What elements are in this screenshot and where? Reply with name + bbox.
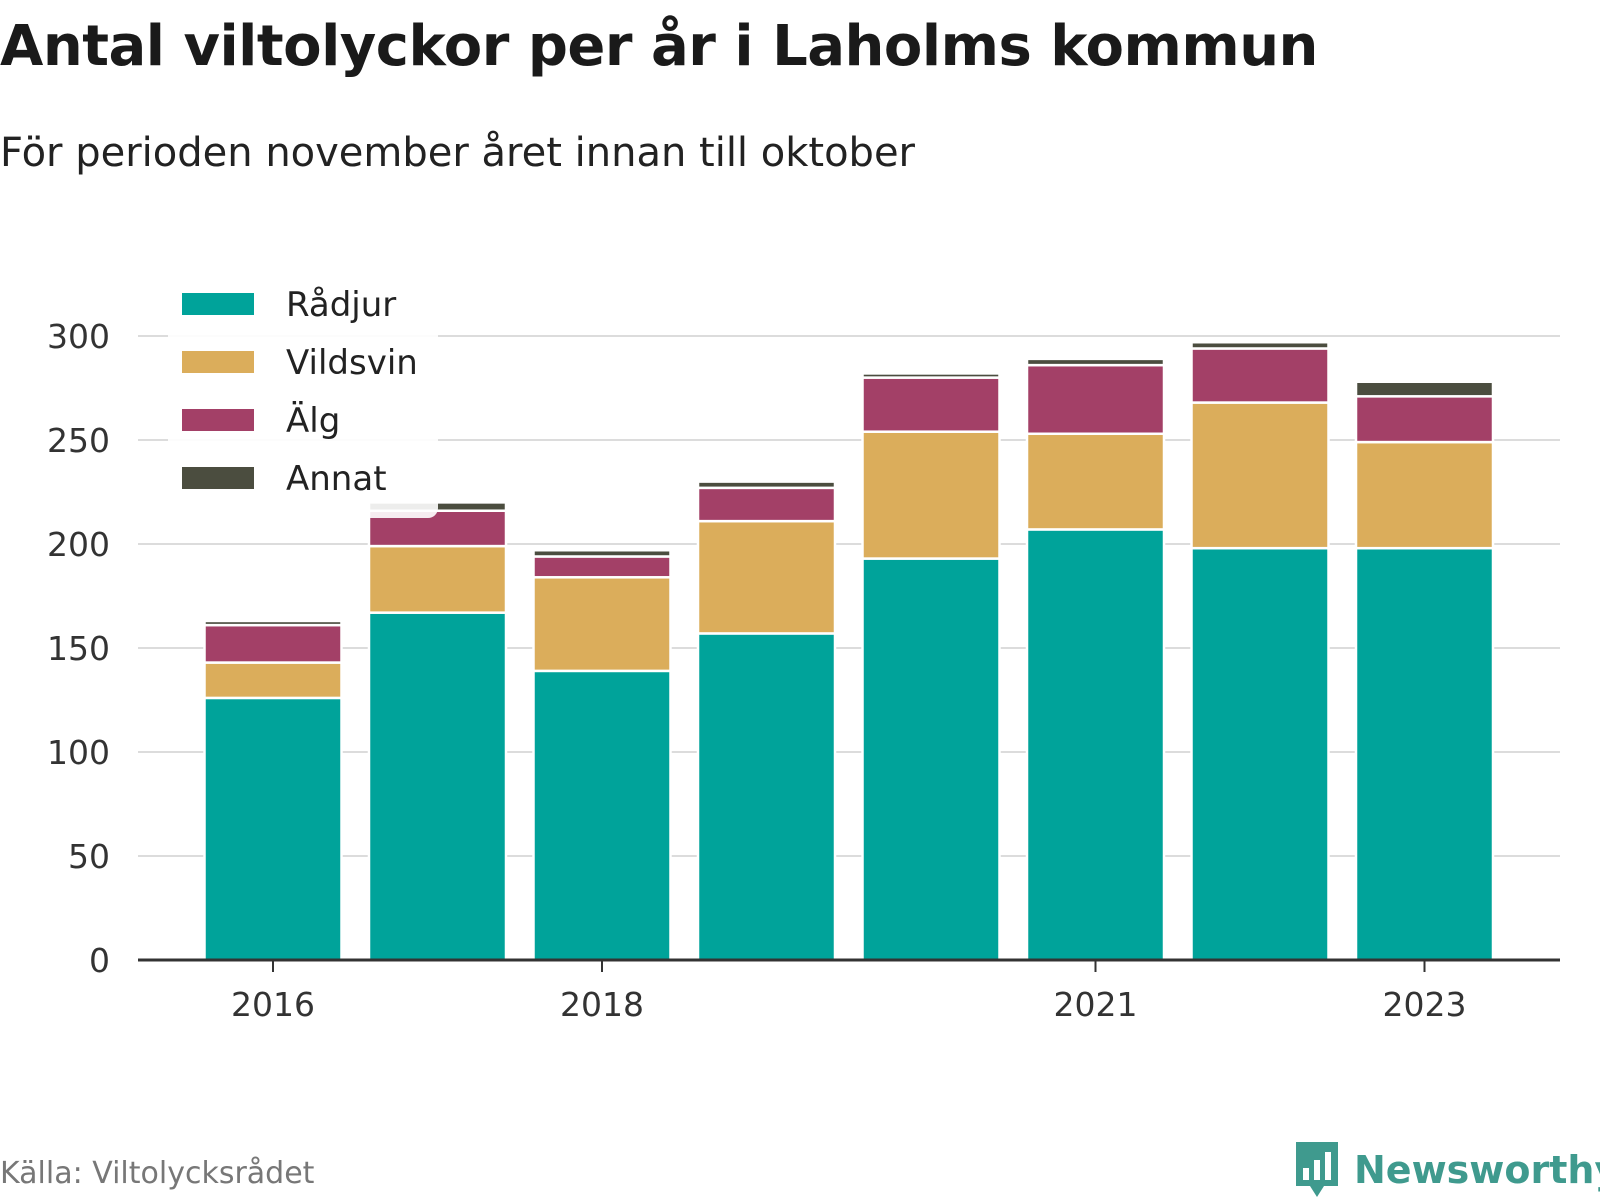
brand: Newsworthy	[1292, 1140, 1600, 1200]
x-tick-label: 2021	[1054, 985, 1138, 1024]
y-tick-label: 300	[47, 317, 110, 356]
bar-2020-series-0	[861, 557, 1001, 962]
legend-swatch	[182, 351, 254, 373]
y-tick-label: 50	[68, 837, 110, 876]
y-tick-label: 250	[47, 421, 110, 460]
bar-2018-series-0	[532, 669, 672, 962]
legend-label: Rådjur	[286, 285, 396, 325]
legend-swatch	[182, 409, 254, 431]
axes: 0 50 100 150 200 250 300 2016 2018 2021 2023	[47, 317, 1560, 1024]
source-note: Källa: Viltolycksrådet	[0, 1156, 315, 1191]
bar-2018-series-2	[532, 555, 672, 579]
bar-2017-series-0	[367, 611, 508, 962]
bar-2018-series-1	[532, 576, 672, 673]
bar-2023-series-0	[1354, 546, 1495, 962]
bar-2023-series-3	[1354, 380, 1495, 398]
legend-label: Annat	[286, 459, 387, 499]
legend-label: Älg	[286, 401, 340, 441]
bar-2022-series-0	[1190, 546, 1330, 962]
x-tick-label: 2016	[231, 985, 315, 1024]
bar-2023-series-2	[1354, 395, 1495, 444]
y-tick-label: 200	[47, 525, 110, 564]
bar-2019-series-1	[696, 519, 837, 635]
bar-chart-speech-bubble-icon	[1296, 1142, 1338, 1197]
bar-2021-series-1	[1025, 432, 1166, 531]
legend-background	[168, 268, 438, 518]
bar-2021-series-2	[1025, 363, 1166, 436]
bar-2023-series-1	[1354, 440, 1495, 550]
bar-2019-series-3	[696, 480, 837, 490]
x-tick-label: 2023	[1383, 985, 1467, 1024]
y-tick-label: 0	[89, 941, 110, 980]
legend-label: Vildsvin	[286, 343, 418, 383]
bar-2022-series-1	[1190, 401, 1330, 550]
bar-2021-series-3	[1025, 357, 1166, 367]
bar-2016-series-0	[203, 696, 343, 962]
bar-2016-series-3	[203, 619, 343, 627]
bar-2022-series-2	[1190, 347, 1330, 404]
x-tick-label: 2018	[560, 985, 644, 1024]
legend: Rådjur Vildsvin Älg Annat	[168, 268, 438, 518]
legend-swatch	[182, 293, 254, 315]
bar-2020-series-3	[861, 372, 1001, 379]
y-tick-label: 100	[47, 733, 110, 772]
chart-subtitle: För perioden november året innan till ok…	[0, 130, 915, 176]
bar-2020-series-2	[861, 376, 1001, 433]
y-tick-label: 150	[47, 629, 110, 668]
bar-2019-series-0	[696, 632, 837, 962]
brand-name: Newsworthy	[1354, 1148, 1600, 1192]
bar-2017-series-1	[367, 544, 508, 614]
bar-2016-series-2	[203, 623, 343, 664]
bar-2020-series-1	[861, 430, 1001, 560]
bars	[203, 340, 1495, 962]
bar-2022-series-3	[1190, 340, 1330, 350]
chart-title: Antal viltolyckor per år i Laholms kommu…	[0, 14, 1318, 79]
bar-2016-series-1	[203, 661, 343, 700]
bar-2021-series-0	[1025, 528, 1166, 962]
bar-2019-series-2	[696, 486, 837, 523]
legend-swatch	[182, 467, 254, 489]
stacked-bar-chart: 0 50 100 150 200 250 300 2016 2018 2021 2023 Rådju…	[47, 268, 1560, 1024]
bar-2018-series-3	[532, 548, 672, 558]
